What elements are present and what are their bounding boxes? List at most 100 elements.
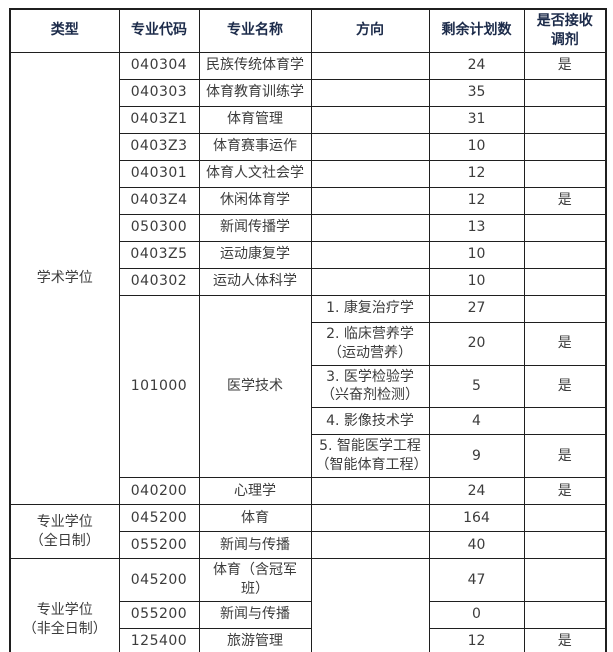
cell-major-code: 045200 [118, 504, 200, 533]
cell-major-name: 旅游管理 [198, 627, 312, 652]
cell-accept-adjustment: 是 [523, 434, 607, 479]
table-row: 125400 旅游管理 12 是 [10, 627, 607, 652]
cell-accept-adjustment [523, 78, 607, 107]
cell-direction [310, 213, 430, 242]
cell-direction-merged [310, 558, 430, 652]
cell-major-name: 新闻与传播 [198, 531, 312, 560]
cell-major-name: 医学技术 [198, 294, 312, 479]
cell-major-name: 休闲体育学 [198, 186, 312, 215]
col-header-remaining-count: 剩余计划数 [428, 8, 525, 53]
cell-accept-adjustment: 是 [523, 186, 607, 215]
col-header-major-name: 专业名称 [198, 8, 312, 53]
cell-accept-adjustment: 是 [523, 627, 607, 652]
table-row: 4. 影像技术学 4 [10, 407, 607, 436]
col-header-type: 类型 [9, 8, 120, 53]
cell-remaining-count: 40 [428, 531, 525, 560]
cell-major-code: 055200 [118, 531, 200, 560]
cell-direction [310, 132, 430, 161]
cell-direction: 1. 康复治疗学 [310, 294, 430, 323]
cell-accept-adjustment [523, 294, 607, 323]
cell-major-name: 体育教育训练学 [198, 78, 312, 107]
cell-major-code: 0403Z5 [118, 240, 200, 269]
cell-remaining-count: 27 [428, 294, 525, 323]
cell-remaining-count: 5 [428, 364, 525, 409]
cell-major-name: 新闻传播学 [198, 213, 312, 242]
cell-degree-type-parttime: 专业学位 （非全日制） [9, 558, 120, 652]
cell-accept-adjustment: 是 [523, 51, 607, 80]
cell-degree-type-academic: 学术学位 [9, 51, 120, 506]
table-row: 040200 心理学 24 是 [10, 477, 607, 506]
cell-accept-adjustment [523, 504, 607, 533]
cell-major-name: 体育人文社会学 [198, 159, 312, 188]
cell-major-name: 体育管理 [198, 105, 312, 134]
table-row: 055200 新闻与传播 0 [10, 600, 607, 629]
cell-degree-type-fulltime: 专业学位 （全日制） [9, 504, 120, 560]
cell-major-code: 040302 [118, 267, 200, 296]
cell-direction [310, 240, 430, 269]
cell-remaining-count: 164 [428, 504, 525, 533]
table-row: 学术学位 040304 民族传统体育学 24 是 [9, 51, 607, 506]
cell-major-code: 125400 [118, 627, 200, 652]
cell-direction [310, 51, 430, 80]
cell-major-code: 0403Z4 [118, 186, 200, 215]
table-row: 040302 运动人体科学 10 [10, 267, 607, 296]
cell-accept-adjustment: 是 [523, 477, 607, 506]
cell-major-name: 新闻与传播 [198, 600, 312, 629]
cell-direction [310, 267, 430, 296]
cell-major-code: 040301 [118, 159, 200, 188]
cell-remaining-count: 12 [428, 159, 525, 188]
col-header-major-code: 专业代码 [118, 8, 200, 53]
cell-major-name: 体育（含冠军班） [198, 558, 312, 602]
table-row: 专业学位 （非全日制） 045200 体育（含冠军班） 47 [9, 558, 607, 652]
table-row: 040303 体育教育训练学 35 [10, 78, 607, 107]
cell-accept-adjustment [523, 407, 607, 436]
cell-direction [310, 186, 430, 215]
cell-direction: 2. 临床营养学（运动营养） [310, 321, 430, 366]
table-row: 101000 医学技术 1. 康复治疗学 27 [10, 294, 607, 479]
cell-direction [310, 477, 430, 506]
cell-major-code: 040304 [118, 51, 200, 80]
cell-accept-adjustment: 是 [523, 364, 607, 409]
cell-accept-adjustment [523, 240, 607, 269]
cell-remaining-count: 24 [428, 477, 525, 506]
cell-major-name: 心理学 [198, 477, 312, 506]
cell-direction: 5. 智能医学工程（智能体育工程） [310, 434, 430, 479]
cell-accept-adjustment [523, 159, 607, 188]
cell-direction: 4. 影像技术学 [310, 407, 430, 436]
cell-remaining-count: 9 [428, 434, 525, 479]
cell-major-code: 040303 [118, 78, 200, 107]
cell-remaining-count: 10 [428, 240, 525, 269]
table-row: 0403Z5 运动康复学 10 [10, 240, 607, 269]
table-row: 0403Z1 体育管理 31 [10, 105, 607, 134]
col-header-accept-adjustment: 是否接收 调剂 [523, 8, 607, 53]
cell-major-code: 050300 [118, 213, 200, 242]
cell-major-name: 民族传统体育学 [198, 51, 312, 80]
cell-accept-adjustment [523, 600, 607, 629]
cell-remaining-count: 20 [428, 321, 525, 366]
header-row: 类型 专业代码 专业名称 方向 剩余计划数 是否接收 调剂 [9, 8, 607, 53]
table-row: 3. 医学检验学（兴奋剂检测） 5 是 [10, 364, 607, 409]
cell-major-code: 101000 [118, 294, 200, 479]
cell-direction [310, 504, 430, 533]
cell-remaining-count: 31 [428, 105, 525, 134]
cell-accept-adjustment [523, 132, 607, 161]
cell-remaining-count: 12 [428, 186, 525, 215]
cell-remaining-count: 0 [428, 600, 525, 629]
cell-direction [310, 105, 430, 134]
table-row: 055200 新闻与传播 40 [10, 531, 607, 560]
cell-remaining-count: 47 [428, 558, 525, 602]
cell-remaining-count: 12 [428, 627, 525, 652]
cell-direction [310, 531, 430, 560]
cell-remaining-count: 35 [428, 78, 525, 107]
cell-remaining-count: 10 [428, 132, 525, 161]
cell-accept-adjustment [523, 105, 607, 134]
cell-accept-adjustment [523, 531, 607, 560]
cell-accept-adjustment [523, 213, 607, 242]
cell-major-name: 体育赛事运作 [198, 132, 312, 161]
cell-major-code: 0403Z3 [118, 132, 200, 161]
cell-major-code: 040200 [118, 477, 200, 506]
table-row: 专业学位 （全日制） 045200 体育 164 [9, 504, 607, 560]
col-header-direction: 方向 [310, 8, 430, 53]
cell-remaining-count: 4 [428, 407, 525, 436]
